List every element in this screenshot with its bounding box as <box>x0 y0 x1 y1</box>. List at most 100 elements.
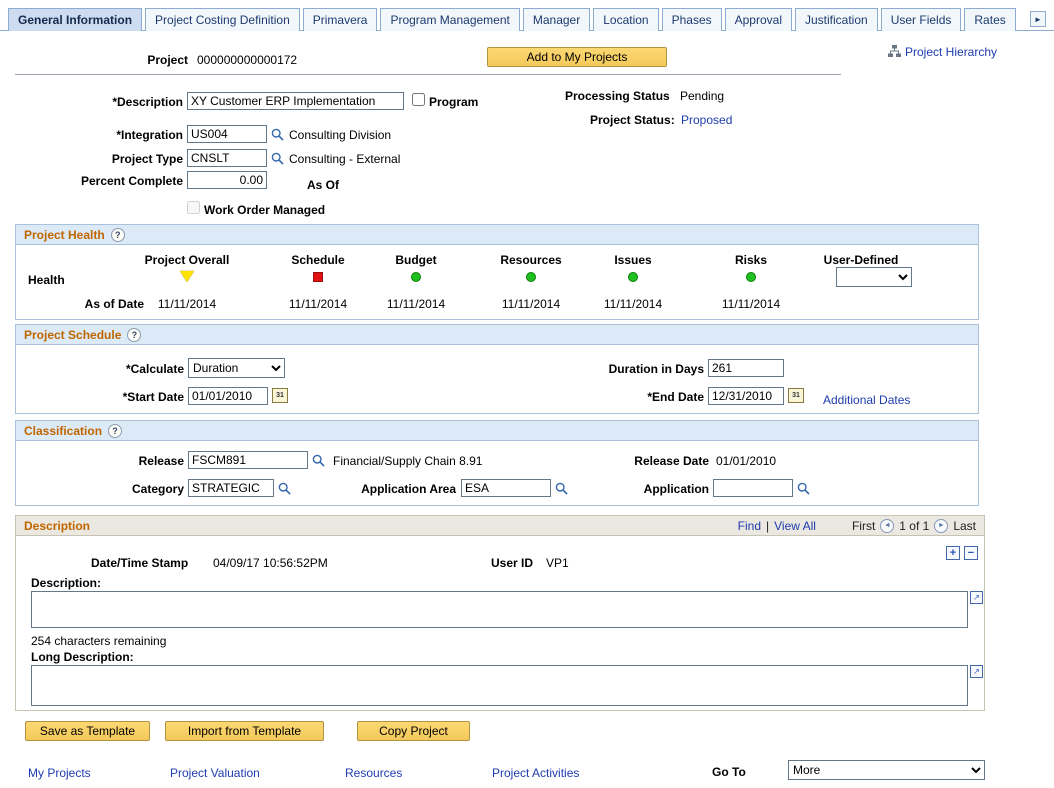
duration-in-days-input[interactable] <box>708 359 784 377</box>
delete-row-button[interactable]: − <box>964 546 978 560</box>
right-arrow-icon: ► <box>1034 14 1042 24</box>
next-row-icon[interactable]: ► <box>934 518 949 533</box>
resources-health-icon <box>526 272 536 282</box>
end-date-input[interactable] <box>708 387 784 405</box>
tab-phases[interactable]: Phases <box>661 8 722 31</box>
category-input[interactable] <box>188 479 274 497</box>
project-valuation-link[interactable]: Project Valuation <box>170 766 260 780</box>
calculate-select[interactable]: Duration <box>188 358 285 378</box>
program-checkbox[interactable] <box>412 93 425 106</box>
start-date-input[interactable] <box>188 387 268 405</box>
release-label: Release <box>138 454 184 468</box>
description-input[interactable] <box>187 92 404 110</box>
percent-complete-input[interactable] <box>187 171 267 189</box>
first-link[interactable]: First <box>851 518 876 533</box>
budget-health-icon <box>411 272 421 282</box>
add-row-button[interactable]: + <box>946 546 960 560</box>
project-overall-health-icon <box>180 271 194 282</box>
description-zoom-icon[interactable]: ↗ <box>970 591 983 604</box>
grid-nav: Find | View All First ◄ 1 of 1 ► Last <box>737 518 976 533</box>
tab-bar: General Information Project Costing Defi… <box>0 8 1054 31</box>
import-from-template-button[interactable]: Import from Template <box>165 721 324 741</box>
tab-justification[interactable]: Justification <box>795 8 878 31</box>
long-description-zoom-icon[interactable]: ↗ <box>970 665 983 678</box>
release-date-value: 01/01/2010 <box>716 454 777 468</box>
project-hierarchy-link[interactable]: Project Hierarchy <box>905 45 998 59</box>
description-header: Description Find | View All First ◄ 1 of… <box>16 516 984 536</box>
project-type-input[interactable] <box>187 149 267 167</box>
release-input[interactable] <box>188 451 308 469</box>
copy-project-button[interactable]: Copy Project <box>357 721 470 741</box>
release-description: Financial/Supply Chain 8.91 <box>333 454 483 468</box>
application-lookup-icon[interactable] <box>797 482 810 495</box>
find-link[interactable]: Find <box>737 518 762 533</box>
resources-link[interactable]: Resources <box>345 766 403 780</box>
tab-scroll-right-button[interactable]: ► <box>1030 11 1046 27</box>
issues-health-icon <box>628 272 638 282</box>
tab-project-costing-definition[interactable]: Project Costing Definition <box>145 8 300 31</box>
classification-header: Classification ? <box>16 421 978 441</box>
application-input[interactable] <box>713 479 793 497</box>
project-status-label: Project Status: <box>590 113 675 127</box>
col-risks: Risks <box>734 253 768 267</box>
integration-lookup-icon[interactable] <box>271 128 284 141</box>
description-field-label: *Description <box>112 95 183 109</box>
end-date-calendar-icon[interactable]: 31 <box>788 388 804 403</box>
tab-approval[interactable]: Approval <box>724 8 792 31</box>
description-title: Description <box>24 518 91 533</box>
classification-title: Classification <box>24 423 103 438</box>
goto-select[interactable]: More <box>788 760 985 780</box>
additional-dates-link[interactable]: Additional Dates <box>823 393 911 407</box>
project-status-value[interactable]: Proposed <box>681 113 733 127</box>
col-user-defined: User-Defined <box>823 253 899 267</box>
col-budget: Budget <box>395 253 437 267</box>
long-description-label: Long Description: <box>31 650 134 664</box>
user-id-label: User ID <box>491 556 534 570</box>
last-link[interactable]: Last <box>953 518 976 533</box>
help-icon[interactable]: ? <box>108 423 123 438</box>
description-textarea[interactable] <box>31 591 968 628</box>
work-order-managed-label: Work Order Managed <box>204 203 326 217</box>
start-date-label: *Start Date <box>122 390 184 404</box>
project-type-lookup-icon[interactable] <box>271 152 284 165</box>
health-row-label: Health <box>28 273 65 287</box>
project-schedule-section: Project Schedule ? *Calculate Duration D… <box>15 324 979 414</box>
tab-general-information[interactable]: General Information <box>8 8 143 31</box>
tab-user-fields[interactable]: User Fields <box>880 8 962 31</box>
save-as-template-button[interactable]: Save as Template <box>25 721 150 741</box>
goto-label: Go To <box>712 765 746 779</box>
release-lookup-icon[interactable] <box>312 454 325 467</box>
long-description-textarea[interactable] <box>31 665 968 706</box>
processing-status-value: Pending <box>680 89 725 103</box>
processing-status-label: Processing Status <box>565 89 670 103</box>
integration-description: Consulting Division <box>289 128 392 142</box>
tab-primavera[interactable]: Primavera <box>302 8 378 31</box>
view-all-link[interactable]: View All <box>774 518 816 533</box>
hierarchy-icon <box>888 45 901 57</box>
pipe-separator: | <box>766 518 770 533</box>
category-lookup-icon[interactable] <box>278 482 291 495</box>
tab-rates[interactable]: Rates <box>964 8 1016 31</box>
start-date-calendar-icon[interactable]: 31 <box>272 388 288 403</box>
project-health-header: Project Health ? <box>16 225 978 245</box>
help-icon[interactable]: ? <box>110 227 125 242</box>
col-issues: Issues <box>614 253 652 267</box>
integration-input[interactable] <box>187 125 267 143</box>
application-area-input[interactable] <box>461 479 551 497</box>
add-to-my-projects-button[interactable]: Add to My Projects <box>487 47 667 67</box>
my-projects-link[interactable]: My Projects <box>28 766 91 780</box>
tab-manager[interactable]: Manager <box>522 8 591 31</box>
help-icon[interactable]: ? <box>127 327 142 342</box>
tab-location[interactable]: Location <box>593 8 659 31</box>
chars-remaining: 254 characters remaining <box>31 634 167 648</box>
project-hierarchy[interactable]: Project Hierarchy <box>888 45 997 59</box>
project-activities-link[interactable]: Project Activities <box>492 766 580 780</box>
tab-program-management[interactable]: Program Management <box>380 8 520 31</box>
datetime-stamp-label: Date/Time Stamp <box>91 556 189 570</box>
application-area-lookup-icon[interactable] <box>555 482 568 495</box>
user-defined-health-select[interactable] <box>836 267 912 287</box>
project-health-title: Project Health <box>24 227 105 242</box>
schedule-health-icon <box>313 272 323 282</box>
previous-row-icon[interactable]: ◄ <box>880 518 895 533</box>
